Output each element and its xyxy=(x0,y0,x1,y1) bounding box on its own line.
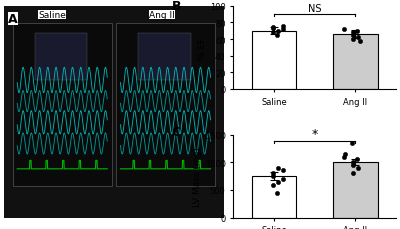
Text: B: B xyxy=(172,0,181,13)
Point xyxy=(355,36,362,40)
Point xyxy=(350,38,356,42)
Point xyxy=(350,164,356,167)
Point xyxy=(280,28,286,32)
Text: Ang II: Ang II xyxy=(149,11,175,20)
Point xyxy=(280,25,286,29)
Text: A: A xyxy=(8,13,18,26)
Point xyxy=(275,166,282,170)
FancyBboxPatch shape xyxy=(35,34,88,81)
Point xyxy=(270,31,276,35)
Y-axis label: % EF: % EF xyxy=(198,37,207,59)
Point xyxy=(356,40,363,44)
Text: Saline: Saline xyxy=(38,11,66,20)
Point xyxy=(280,177,286,181)
Text: NS: NS xyxy=(308,4,321,14)
Bar xyxy=(252,176,296,218)
Point xyxy=(341,28,348,32)
Point xyxy=(274,34,280,38)
Point xyxy=(350,172,356,175)
Point xyxy=(354,158,360,161)
Point xyxy=(270,172,276,175)
Point xyxy=(274,30,281,33)
Point xyxy=(350,34,356,38)
Bar xyxy=(333,35,378,90)
Point xyxy=(350,31,356,35)
Point xyxy=(341,155,348,159)
Point xyxy=(274,191,280,195)
Point xyxy=(350,161,356,164)
Point xyxy=(355,166,362,170)
Point xyxy=(270,27,276,30)
Bar xyxy=(252,32,296,90)
Bar xyxy=(333,162,378,218)
Point xyxy=(270,174,276,178)
Y-axis label: LV Mass (mg): LV Mass (mg) xyxy=(193,146,202,206)
Text: *: * xyxy=(312,128,318,140)
FancyBboxPatch shape xyxy=(13,24,112,186)
Point xyxy=(270,184,276,187)
Point xyxy=(342,152,349,156)
Text: C: C xyxy=(172,125,180,138)
FancyBboxPatch shape xyxy=(138,34,191,81)
Point xyxy=(354,30,360,33)
Point xyxy=(274,180,281,184)
Point xyxy=(280,169,286,173)
Point xyxy=(349,141,355,145)
Point xyxy=(270,27,276,31)
FancyBboxPatch shape xyxy=(116,24,215,186)
